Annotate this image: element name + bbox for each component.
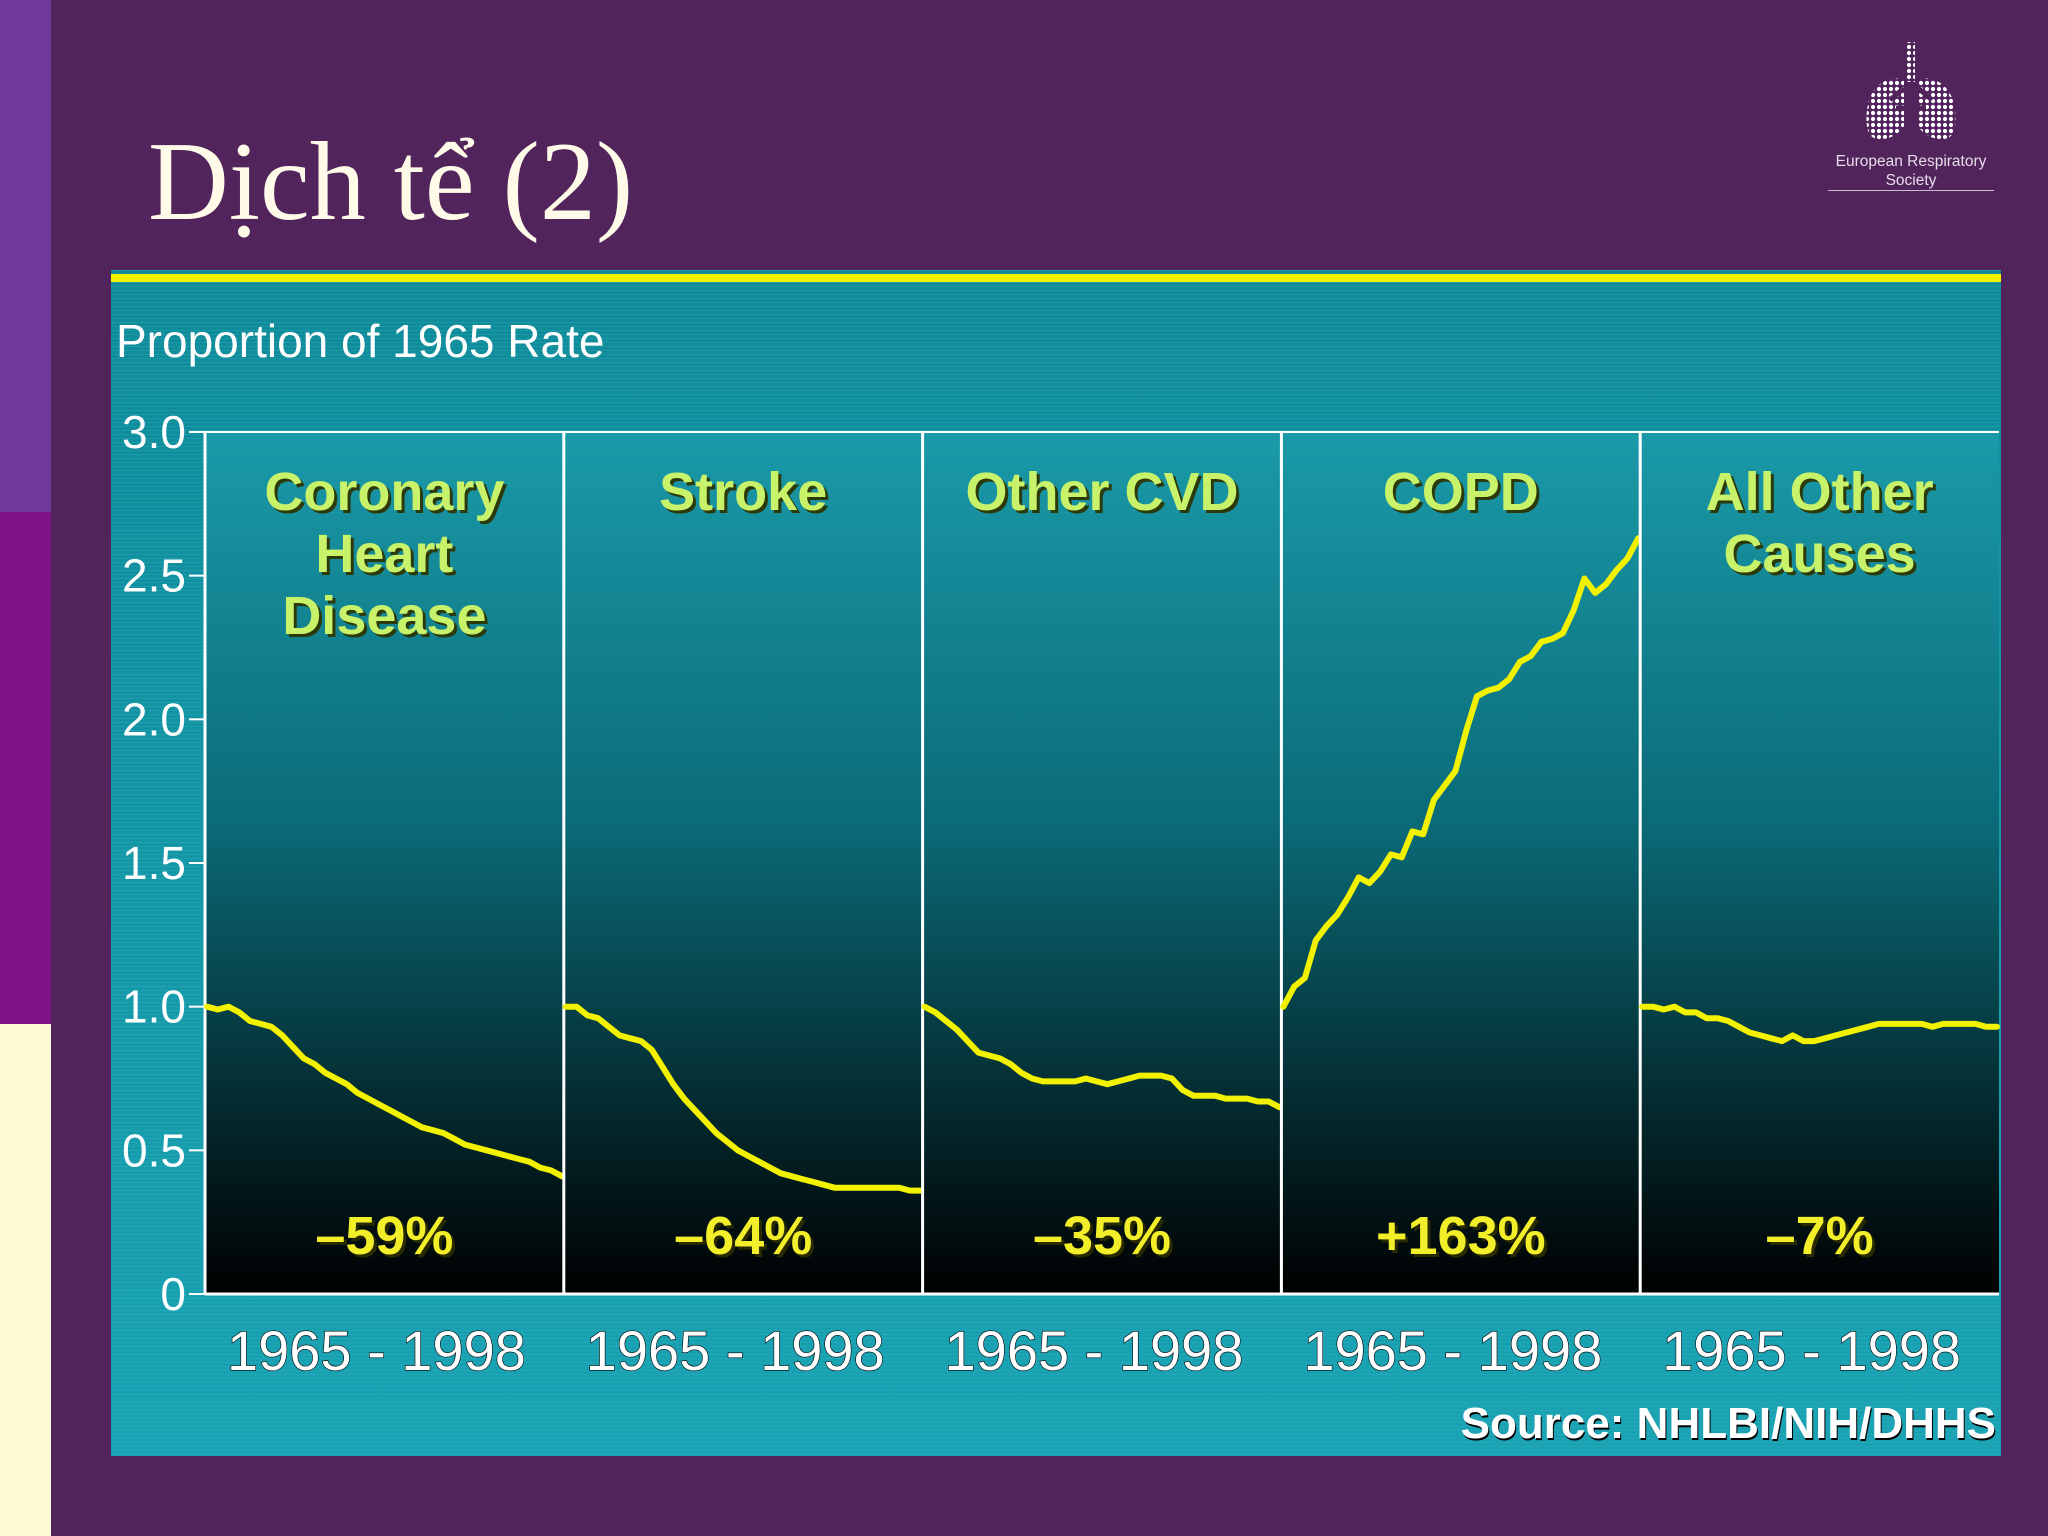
logo-caption-line2: Society bbox=[1828, 171, 1994, 191]
y-tick-label: 2.5 bbox=[122, 550, 186, 602]
accent-bar-top bbox=[0, 0, 51, 512]
panel-coronary-heart-disease: CoronaryCoronaryHeartHeartDiseaseDisease… bbox=[204, 462, 565, 1383]
panels: CoronaryCoronaryHeartHeartDiseaseDisease… bbox=[204, 432, 2000, 1383]
panel-title: COPD bbox=[1383, 462, 1539, 522]
lungs-icon bbox=[1866, 42, 1956, 140]
change-label: –7% bbox=[1766, 1206, 1874, 1266]
panel-title: Stroke bbox=[659, 462, 827, 522]
panel-title: Coronary bbox=[264, 462, 504, 522]
x-range-label: 1965 - 1998 bbox=[945, 1319, 1244, 1382]
change-label: –35% bbox=[1033, 1206, 1171, 1266]
y-tick-label: 0 bbox=[160, 1268, 186, 1320]
panel-title: Disease bbox=[282, 586, 486, 646]
series-line bbox=[1280, 535, 1642, 1010]
accent-bar-bottom bbox=[0, 1024, 51, 1536]
panel-title-shadow: All Other bbox=[1709, 465, 1937, 525]
change-label-shadow: –64% bbox=[677, 1209, 815, 1269]
chart-svg: Proportion of 1965 Rate Source: NHLBI/NI… bbox=[111, 270, 2001, 1456]
change-label-shadow: +163% bbox=[1379, 1209, 1549, 1269]
logo-caption: European Respiratory Society bbox=[1828, 152, 1994, 191]
mortality-trend-chart: Proportion of 1965 Rate Source: NHLBI/NI… bbox=[111, 270, 2001, 1456]
change-label: +163% bbox=[1376, 1206, 1546, 1266]
x-range-label: 1965 - 1998 bbox=[1662, 1319, 1961, 1382]
panel-title-shadow: COPD bbox=[1386, 465, 1542, 525]
panel-title: All Other bbox=[1706, 462, 1934, 522]
slide-title: Dịch tể (2) bbox=[148, 120, 634, 244]
ers-logo bbox=[1828, 38, 1994, 198]
panel-title-shadow: Stroke bbox=[662, 465, 830, 525]
top-rule bbox=[111, 274, 2001, 282]
plot-area bbox=[205, 432, 1999, 1294]
panel-title-shadow: Coronary bbox=[267, 465, 507, 525]
change-label-shadow: –59% bbox=[318, 1209, 456, 1269]
logo-caption-line1: European Respiratory bbox=[1835, 153, 1987, 170]
y-axis-label: Proportion of 1965 Rate bbox=[116, 315, 604, 367]
y-tick-label: 2.0 bbox=[122, 693, 186, 745]
panel-title-shadow: Heart bbox=[318, 527, 456, 587]
source-label-face: Source: NHLBI/NIH/DHHS bbox=[1461, 1399, 1996, 1448]
change-label-shadow: –35% bbox=[1036, 1209, 1174, 1269]
change-label: –59% bbox=[315, 1206, 453, 1266]
y-tick-label: 1.5 bbox=[122, 837, 186, 889]
panel-title: Causes bbox=[1724, 524, 1916, 584]
accent-bar-middle bbox=[0, 512, 51, 1024]
panel-title-shadow: Disease bbox=[285, 589, 489, 649]
source-label: Source: NHLBI/NIH/DHHS bbox=[1462, 1401, 1997, 1450]
y-tick-label: 0.5 bbox=[122, 1124, 186, 1176]
series-line bbox=[1639, 1003, 2000, 1045]
change-label: –64% bbox=[674, 1206, 812, 1266]
panel-title: Other CVD bbox=[965, 462, 1238, 522]
x-range-label: 1965 - 1998 bbox=[586, 1319, 885, 1382]
y-axis: 3.0 2.5 2.0 1.5 1.0 0.5 0 bbox=[122, 406, 1999, 1320]
series-line bbox=[921, 1003, 1283, 1111]
y-tick-label: 1.0 bbox=[122, 981, 186, 1033]
change-label-shadow: –7% bbox=[1769, 1209, 1877, 1269]
x-range-label: 1965 - 1998 bbox=[227, 1319, 526, 1382]
panel-title-shadow: Causes bbox=[1727, 527, 1919, 587]
panel-title: Heart bbox=[315, 524, 453, 584]
series-line bbox=[562, 1003, 924, 1194]
panel-title-shadow: Other CVD bbox=[968, 465, 1241, 525]
x-range-label: 1965 - 1998 bbox=[1303, 1319, 1602, 1382]
series-line bbox=[204, 1003, 565, 1180]
y-tick-label: 3.0 bbox=[122, 406, 186, 458]
